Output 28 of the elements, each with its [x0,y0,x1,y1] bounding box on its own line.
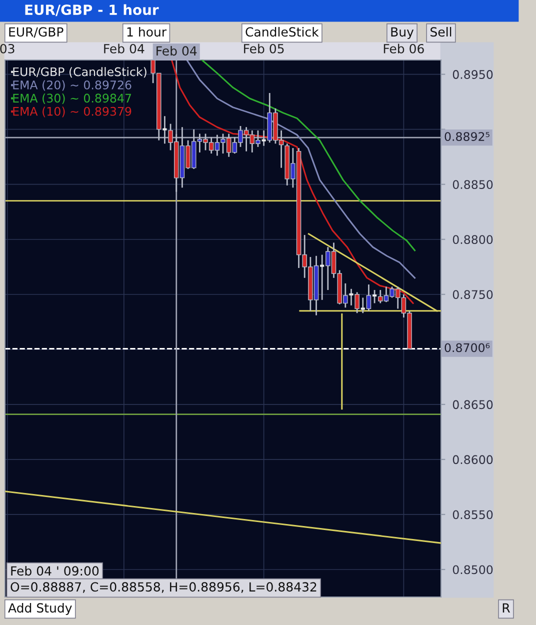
x-tick-label: Feb 04 [104,44,144,54]
annotation: O=0.88887, C=0.88558, H=0.88956, L=0.88432 [10,582,316,593]
legend-label: EUR/GBP (CandleStick) [13,67,146,78]
ref-line-label: 0.8892⁵ [444,132,490,142]
text: CandleStick [246,26,319,37]
text: Add Study [8,602,72,616]
y-tick-label: 0.8650 [452,400,493,410]
legend-label: EMA (10) ~ 0.89379 [13,106,132,118]
text: R [502,603,510,612]
y-tick-label: 0.8750 [452,290,493,300]
legend-label: EMA (20) ~ 0.89726 [13,80,132,91]
x-tick-label: 03 [0,44,14,54]
text: Buy [391,27,414,40]
chart-title: EUR/GBP - 1 hour [25,4,159,16]
y-tick-label: 0.8850 [452,180,493,189]
annotation: Feb 04 ' 09:00 [11,566,99,576]
legend-label: EMA (30) ~ 0.89847 [13,93,131,104]
text: EUR/GBP [9,27,64,38]
x-tick-label: Feb 05 [244,44,284,54]
y-tick-label: 0.8600 [452,455,493,464]
y-tick-label: 0.8950 [452,70,493,79]
y-tick-label: 0.8550 [452,510,493,520]
text: 1 hour [127,26,167,37]
ref-line-label: 0.8700⁶ [444,343,490,352]
x-tick-label: Feb 06 [384,44,424,54]
y-tick-label: 0.8500 [452,565,493,574]
y-tick-label: 0.8800 [452,235,493,244]
text: Sell [430,26,452,37]
